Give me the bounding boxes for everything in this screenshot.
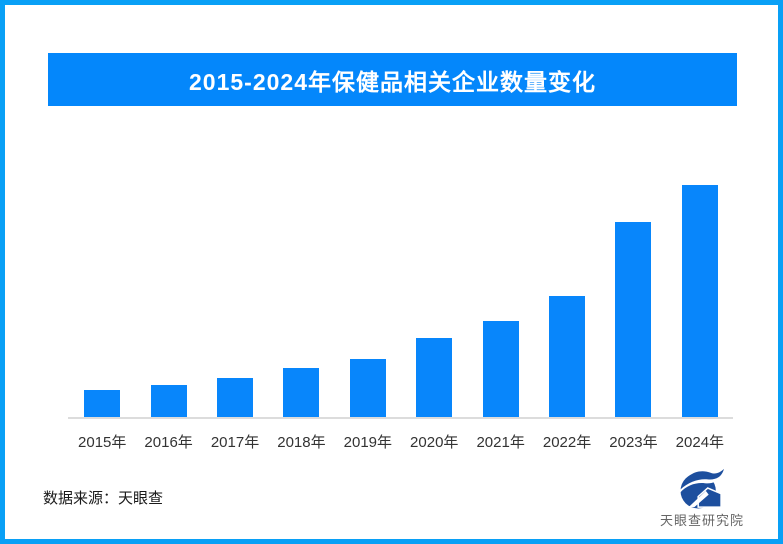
x-tick-label: 2024年 <box>675 434 725 451</box>
bar-2017年 <box>217 378 254 417</box>
x-tick-label: 2019年 <box>343 434 393 451</box>
x-tick-label: 2018年 <box>277 434 326 451</box>
bar-2015年 <box>84 390 121 417</box>
chart-title: 2015-2024年保健品相关企业数量变化 <box>189 68 596 95</box>
bar-chart-bars <box>69 185 733 417</box>
bar-2018年 <box>283 368 320 417</box>
bar-slot <box>467 185 533 417</box>
bar-2016年 <box>150 385 187 417</box>
data-source-note: 数据来源：天眼查 <box>43 490 164 507</box>
brand-logo: 天眼查研究院 <box>652 467 752 529</box>
x-tick-label: 2015年 <box>78 434 127 451</box>
chart-title-banner: 2015-2024年保健品相关企业数量变化 <box>48 53 737 106</box>
tianyancha-logo-icon <box>680 468 724 509</box>
bar-2022年 <box>549 296 586 417</box>
bar-slot <box>667 185 733 417</box>
bar-2020年 <box>416 338 453 417</box>
x-tick-label: 2016年 <box>144 434 193 451</box>
brand-logo-text: 天眼查研究院 <box>659 513 744 528</box>
x-tick-label: 2017年 <box>210 434 260 451</box>
x-tick-label: 2020年 <box>410 434 459 451</box>
bar-slot <box>534 185 600 417</box>
bar-2023年 <box>615 222 652 417</box>
bar-slot <box>600 185 666 417</box>
x-tick-label: 2023年 <box>609 434 658 451</box>
bar-2019年 <box>349 359 386 417</box>
bar-slot <box>202 185 268 417</box>
x-tick-label: 2021年 <box>476 434 525 451</box>
bar-slot <box>135 185 201 417</box>
bar-2021年 <box>482 321 519 417</box>
bar-slot <box>268 185 334 417</box>
x-tick-label: 2022年 <box>542 434 592 451</box>
bar-2024年 <box>681 185 718 417</box>
bar-slot <box>401 185 467 417</box>
bar-slot <box>335 185 401 417</box>
bar-slot <box>69 185 135 417</box>
x-axis-labels: 2015年 2016年 2017年 2018年 2019年 2020年 2021年 2022年… <box>69 431 733 452</box>
x-axis-line <box>68 417 733 419</box>
